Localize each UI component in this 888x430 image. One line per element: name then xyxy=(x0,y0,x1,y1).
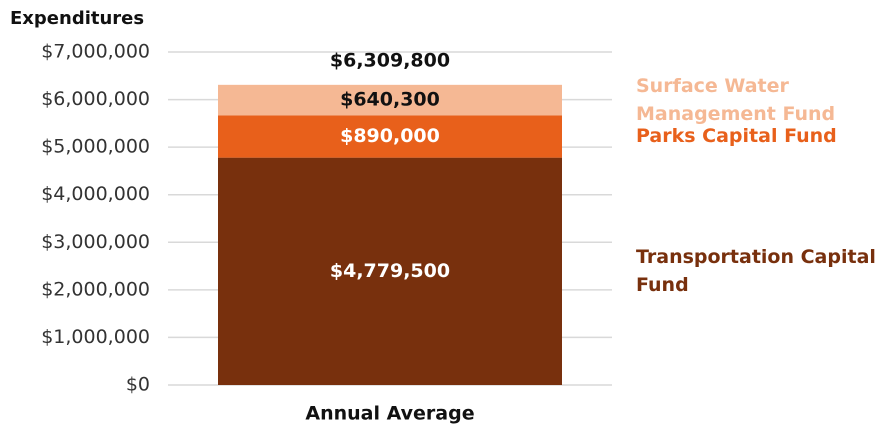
y-tick-label: $2,000,000 xyxy=(41,278,150,300)
value-label: $4,779,500 xyxy=(330,260,450,282)
legend-entry: Parks Capital Fund xyxy=(636,125,837,148)
y-tick-label: $4,000,000 xyxy=(41,183,150,205)
y-tick-label: $5,000,000 xyxy=(41,136,150,158)
y-tick-label: $6,000,000 xyxy=(41,88,150,110)
total-label: $6,309,800 xyxy=(330,49,450,71)
bar-segment xyxy=(218,157,562,385)
legend-entry: Surface Water Management Fund xyxy=(636,75,836,126)
bar-segment xyxy=(218,115,562,158)
y-tick-label: $1,000,000 xyxy=(41,326,150,348)
legend-entry: Transportation Capital Fund xyxy=(636,246,876,297)
value-label: $890,000 xyxy=(340,125,440,147)
value-label: $640,300 xyxy=(340,89,440,111)
chart-title: Expenditures xyxy=(10,8,144,29)
y-tick-label: $3,000,000 xyxy=(41,231,150,253)
y-tick-label: $7,000,000 xyxy=(41,41,150,63)
x-tick-label: Annual Average xyxy=(305,403,474,425)
y-tick-label: $0 xyxy=(126,374,150,396)
bar-segment xyxy=(218,84,562,116)
